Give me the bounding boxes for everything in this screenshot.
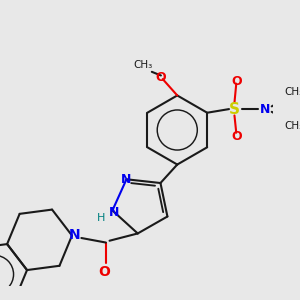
Text: O: O (231, 75, 242, 88)
Text: S: S (229, 102, 240, 117)
Text: N: N (260, 103, 271, 116)
Text: N: N (68, 228, 80, 242)
Text: CH₃: CH₃ (133, 59, 152, 70)
Text: O: O (156, 71, 166, 84)
Text: O: O (231, 130, 242, 143)
Text: N: N (109, 206, 119, 219)
Text: H: H (97, 213, 106, 223)
Text: N: N (121, 173, 132, 186)
Text: CH₃: CH₃ (285, 122, 300, 131)
Text: CH₃: CH₃ (285, 87, 300, 97)
Text: O: O (98, 265, 110, 279)
